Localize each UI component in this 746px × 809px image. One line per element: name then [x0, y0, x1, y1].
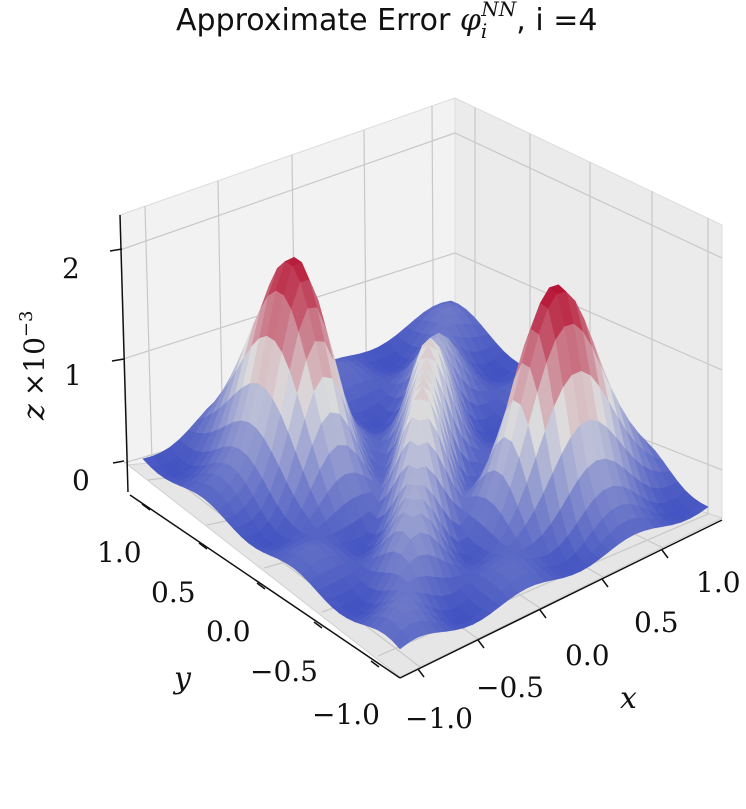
z-tick-2 [109, 248, 123, 252]
x-tick-m05 [477, 639, 485, 649]
y-tick-label--0.5: −0.5 [250, 655, 318, 688]
x-axis-line [399, 519, 723, 679]
x-tick-label-0.0: 0.0 [565, 639, 610, 672]
y-tick-m1 [370, 660, 380, 668]
y-tick-m05 [313, 621, 323, 629]
z-axis-label: z ×10−3 [16, 311, 52, 421]
z-axis-line [119, 214, 129, 493]
z-tick-1 [111, 358, 125, 362]
x-axis-label: x [620, 681, 637, 716]
y-tick-label-1.0: 1.0 [97, 536, 142, 569]
tick-labels: 0 1 2 1.0 0.5 0.0 −0.5 −1.0 −1.0 −0.5 0.… [62, 252, 741, 735]
title-symbol: φ [460, 3, 481, 38]
axis-lines [119, 214, 723, 679]
z-tick-label-0: 0 [72, 464, 90, 497]
x-tick-label--1.0: −1.0 [405, 702, 473, 735]
gridline [144, 205, 153, 463]
x-tick-m1 [417, 668, 425, 678]
gridline [151, 461, 421, 668]
x-tick-label-0.5: 0.5 [634, 606, 679, 639]
surface-patch [391, 630, 410, 650]
z-tick-label-2: 2 [62, 252, 80, 285]
y-axis-line [129, 494, 401, 679]
y-axis-label: y [172, 661, 192, 696]
x-tick-label--0.5: −0.5 [476, 671, 544, 704]
y-tick-1 [141, 503, 151, 511]
title-subscript: i [481, 19, 487, 43]
y-tick-00 [256, 582, 266, 590]
x-tick-05 [601, 578, 609, 588]
y-tick-label-0.5: 0.5 [151, 576, 196, 609]
error-surface [142, 256, 709, 650]
x-tick-label-1.0: 1.0 [696, 566, 741, 599]
z-axis-symbol: z [17, 404, 52, 421]
axis-labels: x y z ×10−3 [16, 311, 637, 716]
gridline [454, 132, 723, 259]
x-tick-00 [539, 609, 547, 619]
title-plain: Approximate Error [176, 3, 460, 38]
gridline [119, 132, 456, 251]
y-tick-05 [198, 542, 208, 550]
tick-marks [109, 248, 669, 678]
z-axis-scale-exponent: −3 [16, 311, 37, 338]
x-tick-1 [661, 549, 669, 559]
gridline [454, 252, 723, 371]
svg-text:Approximate Error φiNN, i =4: Approximate Error φiNN, i =4 [176, 0, 597, 43]
z-tick-label-1: 1 [64, 359, 82, 392]
y-tick-label--1.0: −1.0 [312, 698, 380, 731]
y-tick-label-0.0: 0.0 [206, 615, 251, 648]
chart-title: Approximate Error φiNN, i =4 [176, 0, 597, 43]
z-axis-scale: ×10 [18, 337, 51, 396]
z-tick-0 [112, 460, 125, 464]
title-superscript: NN [480, 0, 518, 21]
title-suffix: , i =4 [516, 3, 597, 38]
